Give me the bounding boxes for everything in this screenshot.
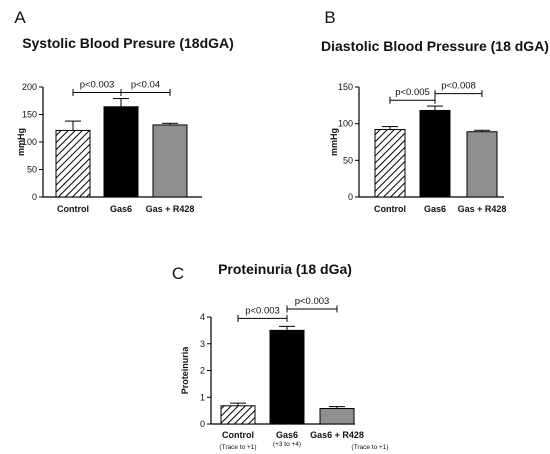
y-axis-label: Proteinuria — [180, 346, 190, 395]
category-label: Control — [222, 430, 254, 440]
p-value-label: p<0.04 — [131, 80, 160, 91]
chart-title: Diastolic Blood Pressure (18 dGA) — [321, 38, 549, 54]
y-tick-label: 3 — [200, 339, 205, 349]
bar-2 — [269, 329, 305, 425]
p-value-label: p<0.003 — [245, 305, 280, 316]
y-tick-label: 200 — [22, 82, 37, 92]
bar-1 — [374, 129, 406, 198]
y-tick-label: 150 — [22, 110, 37, 120]
category-label: Gas + R428 — [458, 204, 507, 214]
bar-2 — [103, 106, 139, 198]
category-subnote: (+3 to +4) — [273, 441, 301, 448]
y-tick-label: 50 — [343, 155, 353, 165]
y-tick-label: 100 — [22, 137, 37, 147]
y-tick-label: 0 — [348, 192, 353, 202]
bar-2 — [419, 109, 451, 198]
category-label: Gas6 — [276, 430, 298, 440]
category-label: Gas6 — [110, 204, 132, 214]
p-value-label: p<0.005 — [395, 87, 430, 98]
y-tick-label: 50 — [27, 165, 37, 175]
category-label: Control — [374, 204, 406, 214]
category-label: Gas6 — [424, 204, 446, 214]
y-tick-label: 150 — [338, 82, 353, 92]
bar-3 — [466, 131, 498, 198]
bar-1 — [220, 405, 256, 425]
category-label: Gas + R428 — [146, 204, 195, 214]
category-label: Gas6 + R428 — [310, 430, 364, 440]
p-value-label: p<0.003 — [295, 296, 330, 307]
chart-title: Proteinuria (18 dGa) — [218, 261, 352, 277]
y-tick-label: 0 — [32, 192, 37, 202]
category-label: Control — [57, 204, 89, 214]
category-subnote: (Trace to +1) — [351, 444, 388, 451]
bar-3 — [152, 124, 188, 198]
category-subnote: (Trace to +1) — [219, 444, 256, 451]
y-tick-label: 0 — [200, 419, 205, 429]
panel-letter: A — [14, 8, 26, 27]
y-tick-label: 4 — [200, 312, 205, 322]
y-tick-label: 100 — [338, 119, 353, 129]
panel-letter: B — [324, 8, 335, 27]
y-axis-label: mmHg — [16, 128, 26, 156]
bar-3 — [319, 407, 355, 425]
y-axis-label: mmHg — [329, 128, 339, 156]
y-tick-label: 2 — [200, 366, 205, 376]
p-value-label: p<0.008 — [441, 81, 476, 92]
y-tick-label: 1 — [200, 392, 205, 402]
chart-title: Systolic Blood Presure (18dGA) — [22, 35, 234, 51]
bar-1 — [55, 129, 91, 198]
panel-letter: C — [172, 264, 184, 283]
p-value-label: p<0.003 — [80, 80, 115, 91]
